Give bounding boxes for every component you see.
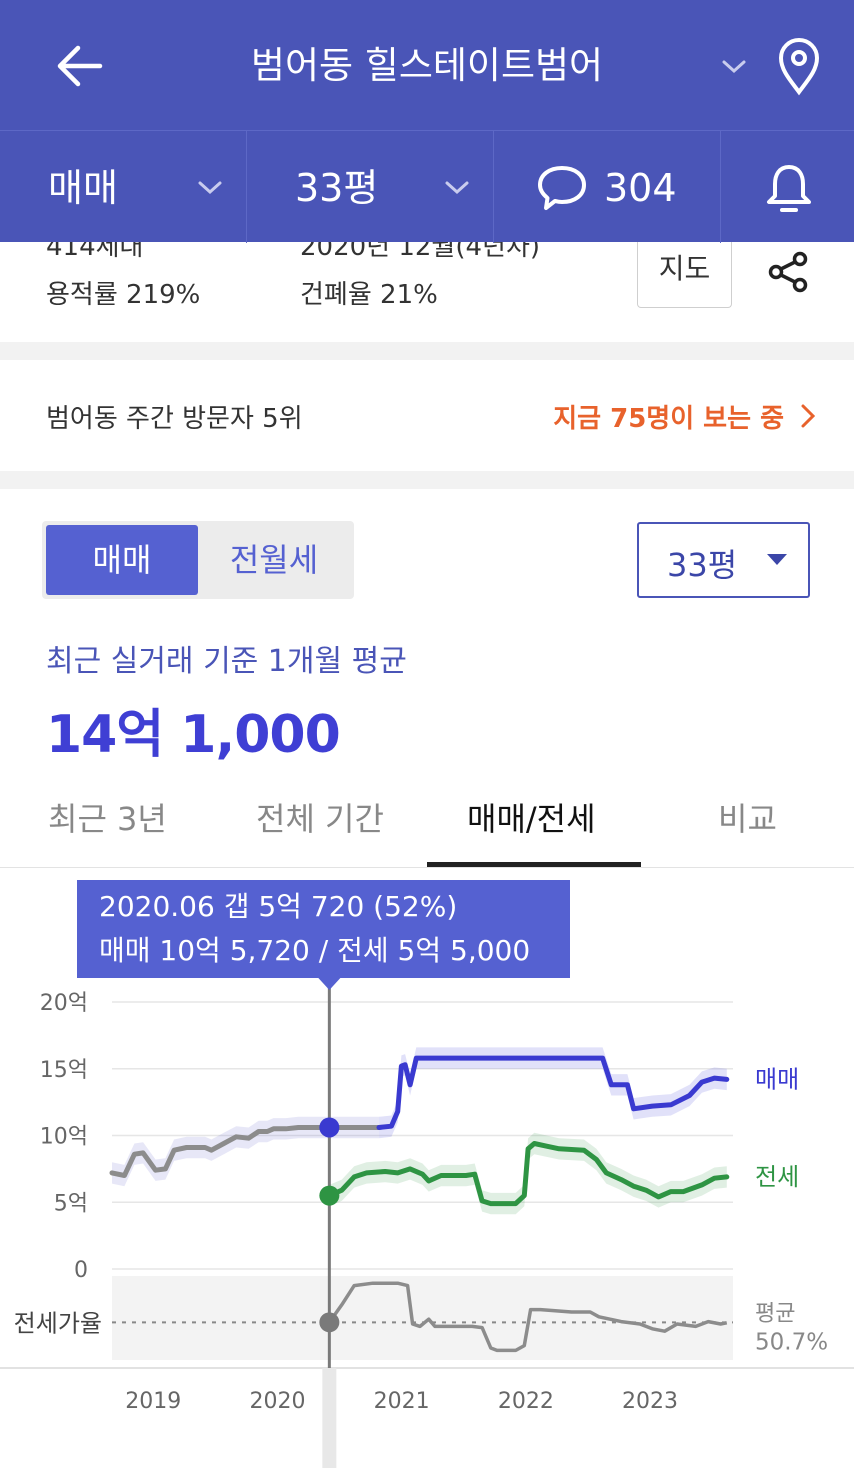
chevron-right-icon: [801, 404, 816, 428]
selected-point-jeonse: [319, 1185, 340, 1206]
trade-type-dropdown[interactable]: 매매: [0, 131, 246, 243]
series-label-sale: 매매: [755, 1065, 799, 1093]
selected-point-ratio: [319, 1312, 340, 1333]
speech-bubble-icon: [538, 166, 586, 210]
divider: [720, 131, 721, 243]
chevron-down-icon[interactable]: [720, 52, 748, 80]
visitor-rank: 범어동 주간 방문자 5위: [46, 404, 303, 434]
bell-icon[interactable]: [764, 161, 814, 217]
page-title[interactable]: 범어동 힐스테이트범어: [250, 44, 604, 87]
price-chart[interactable]: 20억 15억 10억 5억 0 2019 2020 2021 2022 2023 매매전세전세가율…: [0, 870, 854, 1468]
section-divider: [0, 342, 854, 360]
live-viewers: 지금 75명이 보는 중: [553, 404, 784, 434]
series-band-매매: [379, 1047, 727, 1139]
tab-recent-3y[interactable]: 최근 3년: [48, 800, 167, 838]
active-tab-indicator: [427, 862, 641, 867]
size-select-value: 33평: [667, 546, 738, 584]
location-pin-icon[interactable]: [776, 36, 822, 96]
selected-point-sale: [319, 1117, 340, 1138]
size-select[interactable]: 33평: [637, 522, 810, 598]
tab-compare[interactable]: 비교: [718, 800, 777, 838]
tooltip-pointer: [318, 978, 341, 990]
size-dropdown[interactable]: 33평: [247, 131, 493, 243]
average-label: 최근 실거래 기준 1개월 평균: [46, 644, 407, 679]
ratio-average-label: 평균: [755, 1301, 795, 1326]
selection-band: [322, 1368, 337, 1468]
caret-down-icon: [767, 554, 787, 565]
ratio-average-value: 50.7%: [755, 1329, 828, 1355]
back-arrow-icon[interactable]: [52, 38, 108, 94]
building-coverage: 건폐율 21%: [300, 280, 438, 310]
tooltip-line1: 2020.06 갭 5억 720 (52%): [99, 890, 458, 923]
ratio-label: 전세가율: [14, 1309, 102, 1337]
series-line-매매: [376, 1055, 730, 1130]
header-filter-row: 매매 33평 304: [0, 130, 854, 243]
period-tabs: 최근 3년 전체 기간 매매/전세 비교: [0, 780, 854, 868]
complex-info: 414세대 용적률 219% 2020년 12월(4년차) 건폐율 21%: [0, 232, 854, 342]
tab-all-period[interactable]: 전체 기간: [256, 800, 384, 838]
share-icon[interactable]: [766, 250, 810, 294]
toggle-rent[interactable]: 전월세: [229, 541, 319, 579]
app-header: 범어동 힐스테이트범어 매매 33평 304: [0, 0, 854, 243]
y-tick-label: 20억: [40, 991, 88, 1016]
chevron-down-icon: [198, 181, 222, 195]
size-label: 33평: [295, 166, 379, 210]
x-tick-label: 2022: [498, 1389, 554, 1414]
series-band-분양권: [112, 1116, 379, 1187]
series-line-전세: [326, 1141, 730, 1207]
floor-area-ratio: 용적률 219%: [46, 280, 201, 310]
y-tick-label: 0: [74, 1258, 88, 1283]
tab-sale-rent[interactable]: 매매/전세: [467, 800, 596, 838]
tooltip-line2: 매매 10억 5,720 / 전세 5억 5,000: [99, 934, 531, 967]
ratio-panel-background: [112, 1276, 733, 1360]
x-tick-label: 2020: [249, 1389, 305, 1414]
ratio-line: [327, 1281, 728, 1353]
series-line-분양권: [109, 1125, 382, 1178]
chevron-down-icon: [445, 181, 469, 195]
trade-toggle: 매매 전월세: [42, 521, 354, 599]
divider: [246, 131, 247, 243]
trade-type-label: 매매: [48, 166, 118, 210]
series-label-jeonse: 전세: [755, 1163, 799, 1191]
divider: [493, 131, 494, 243]
visitor-banner[interactable]: 범어동 주간 방문자 5위 지금 75명이 보는 중: [0, 360, 854, 471]
x-tick-label: 2023: [622, 1389, 678, 1414]
y-tick-label: 15억: [40, 1058, 88, 1083]
chart-tooltip: 2020.06 갭 5억 720 (52%) 매매 10억 5,720 / 전세…: [77, 880, 570, 978]
x-tick-label: 2019: [125, 1389, 181, 1414]
comments-button[interactable]: 304: [494, 131, 720, 243]
y-tick-label: 5억: [54, 1191, 88, 1216]
section-divider: [0, 471, 854, 489]
x-tick-label: 2021: [374, 1389, 430, 1414]
average-value: 14억 1,000: [46, 705, 341, 765]
y-tick-label: 10억: [40, 1125, 88, 1150]
comment-count: 304: [604, 166, 677, 210]
toggle-sale[interactable]: 매매: [46, 525, 198, 595]
map-button[interactable]: 지도: [637, 242, 732, 308]
header-title-row: 범어동 힐스테이트범어: [0, 0, 854, 130]
